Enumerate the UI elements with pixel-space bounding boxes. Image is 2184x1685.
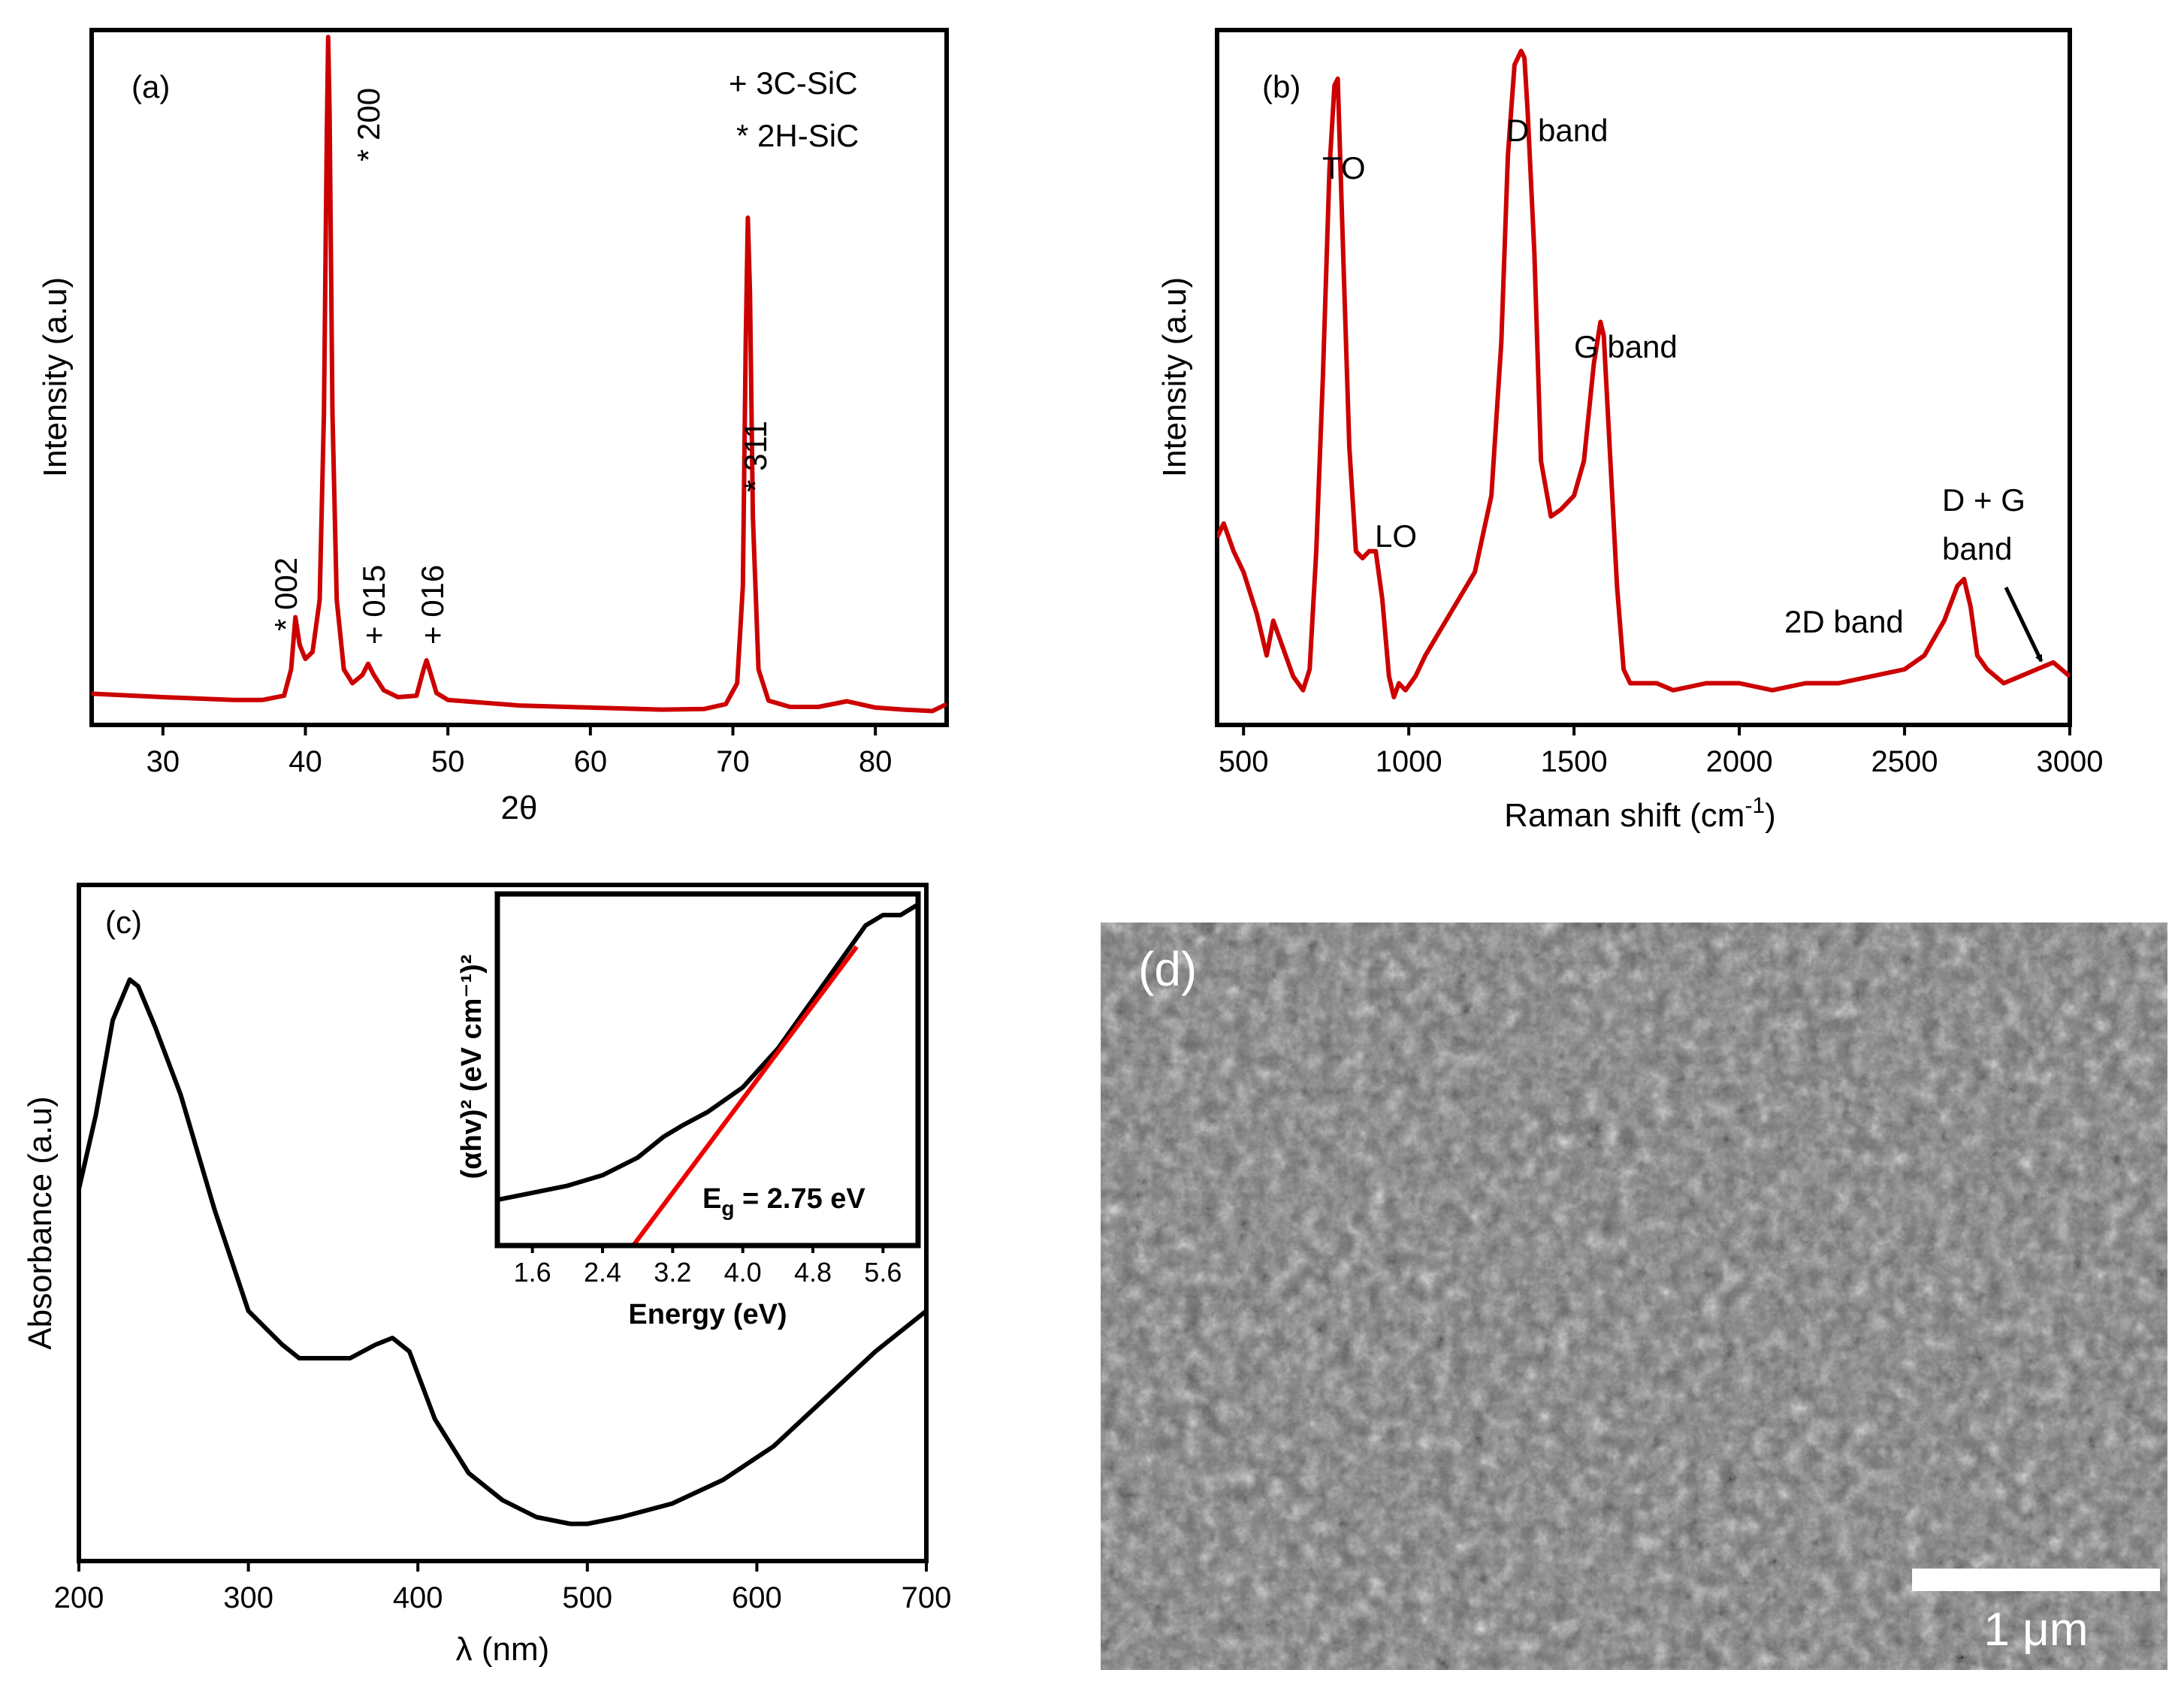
- panel-c-inset-frame: [494, 891, 921, 1249]
- panel-inset-x-tick-label-2: 3.2: [654, 1257, 691, 1288]
- panel-d-label: (d): [1138, 942, 1197, 996]
- panel-c-label: (c): [105, 904, 142, 940]
- panel-c-y-axis-label: Absorbance (a.u): [22, 1096, 59, 1350]
- scale-bar: [1912, 1569, 2160, 1591]
- panel-c-inset-eg-sub: g: [721, 1197, 734, 1220]
- panel-c-inset-eg-rest: = 2.75 eV: [734, 1183, 865, 1215]
- panel-a-peak-200: * 200: [351, 88, 386, 162]
- panel-b-peak-2d-band: 2D band: [1784, 604, 1904, 639]
- panel-a-legend-2h: * 2H-SiC: [736, 118, 859, 153]
- panel-c-x-tick-label-3: 500: [562, 1581, 612, 1614]
- panel-c-x-tick-label-4: 600: [732, 1581, 782, 1614]
- panel-b-peak-dg-line2: band: [1942, 531, 2012, 566]
- panel-a-x-tick-label-3: 60: [574, 745, 608, 778]
- panel-b: 500 1000 1500 2000 2500 3000 (b) TO LO D band…: [1156, 28, 2104, 834]
- c-line-path: [79, 977, 926, 1526]
- panel-b-x-tick-label-0: 500: [1219, 745, 1269, 778]
- panel-b-x-axis-label-end: ): [1765, 797, 1776, 834]
- sem-fine-texture: [1101, 923, 2167, 1670]
- panel-b-x-tick-label-2: 1500: [1541, 745, 1608, 778]
- scale-bar-label: 1 μm: [1983, 1604, 2088, 1656]
- inset-data-path: [497, 902, 918, 1203]
- panel-b-peak-dg-line1: D + G: [1942, 482, 2025, 518]
- panel-b-y-axis-label: Intensity (a.u): [1156, 277, 1193, 478]
- b-line-path: [1217, 48, 2070, 699]
- panel-b-peak-d-band: D band: [1506, 113, 1608, 148]
- panel-c-x-ticks: 200 300 400 500 600 700: [54, 1561, 952, 1614]
- panel-b-x-axis-label-main: Raman shift (cm: [1504, 797, 1744, 834]
- panel-b-x-tick-label-3: 2000: [1706, 745, 1773, 778]
- panel-inset-x-tick-label-4: 4.8: [794, 1257, 832, 1288]
- a-line-path: [92, 35, 947, 714]
- panel-inset-x-tick-label-3: 4.0: [724, 1257, 762, 1288]
- panel-a-peak-015: + 015: [356, 565, 391, 645]
- panel-b-x-tick-label-1: 1000: [1376, 745, 1442, 778]
- panel-b-x-tick-label-5: 3000: [2037, 745, 2104, 778]
- panel-a-x-ticks: 30 40 50 60 70 80: [147, 725, 893, 778]
- panel-b-x-axis-label-sup: -1: [1744, 793, 1765, 818]
- inset-fit-path: [631, 945, 859, 1246]
- panel-a-x-tick-label-0: 30: [147, 745, 180, 778]
- panel-a-x-axis-label: 2θ: [501, 790, 538, 826]
- panel-a-y-axis-label: Intensity (a.u): [37, 277, 74, 478]
- panel-c-x-tick-label-5: 700: [902, 1581, 952, 1614]
- panel-b-x-axis-label: Raman shift (cm-1): [1504, 793, 1776, 834]
- panel-a-peak-002: * 002: [268, 557, 304, 631]
- panel-c-frame: [77, 883, 929, 1563]
- panel-a-peak-016: + 016: [415, 565, 450, 645]
- panel-a-x-tick-label-5: 80: [859, 745, 893, 778]
- panel-inset-x-tick-label-0: 1.6: [514, 1257, 551, 1288]
- panel-d-sem-image: (d) 1 μm: [1101, 923, 2167, 1670]
- panel-c-inset-eg: Eg = 2.75 eV: [702, 1183, 865, 1220]
- panel-b-peak-g-band: G band: [1574, 329, 1678, 364]
- panel-b-label: (b): [1262, 69, 1300, 104]
- panel-a-frame: [89, 28, 949, 727]
- panel-inset-x-tick-label-5: 5.6: [864, 1257, 902, 1288]
- panel-a-x-tick-label-1: 40: [288, 745, 322, 778]
- panel-c-inset-eg-main: E: [702, 1183, 721, 1215]
- panel-b-peak-to: TO: [1322, 150, 1366, 186]
- panel-a-x-tick-label-2: 50: [431, 745, 465, 778]
- panel-b-x-tick-label-4: 2500: [1871, 745, 1938, 778]
- panel-c-x-tick-label-0: 200: [54, 1581, 104, 1614]
- panel-c-inset-y-axis-label: (αhv)² (eV cm⁻¹)²: [456, 955, 488, 1179]
- panel-b-dg-arrow: [2004, 586, 2044, 663]
- panel-c: 200 300 400 500 600 700 (c) λ (nm) Absorbance…: [22, 883, 952, 1668]
- panel-b-x-ticks: 500 1000 1500 2000 2500 3000: [1219, 725, 2104, 778]
- panel-a-label: (a): [131, 69, 170, 104]
- panel-c-inset-x-axis-label: Energy (eV): [628, 1299, 787, 1330]
- panel-inset-x-tick-label-1: 2.4: [584, 1257, 621, 1288]
- panel-c-x-axis-label: λ (nm): [456, 1631, 550, 1668]
- panel-a: 30 40 50 60 70 80 (a) + 3C-SiC * 2H-SiC * 002…: [37, 28, 949, 826]
- panel-a-legend-3c: + 3C-SiC: [729, 65, 858, 101]
- panel-c-x-tick-label-1: 300: [223, 1581, 273, 1614]
- panel-a-peak-311: * 311: [738, 421, 773, 492]
- panel-c-x-tick-label-2: 400: [393, 1581, 443, 1614]
- panel-c-inset-x-ticks: 1.6 2.4 3.2 4.0 4.8 5.6: [514, 1246, 902, 1288]
- panel-b-frame: [1215, 28, 2072, 727]
- panel-a-x-tick-label-4: 70: [716, 745, 750, 778]
- panel-c-inset: 1.6 2.4 3.2 4.0 4.8 5.6 Eg = 2.75 eV Energy (…: [456, 891, 921, 1330]
- panel-b-peak-lo: LO: [1375, 518, 1417, 554]
